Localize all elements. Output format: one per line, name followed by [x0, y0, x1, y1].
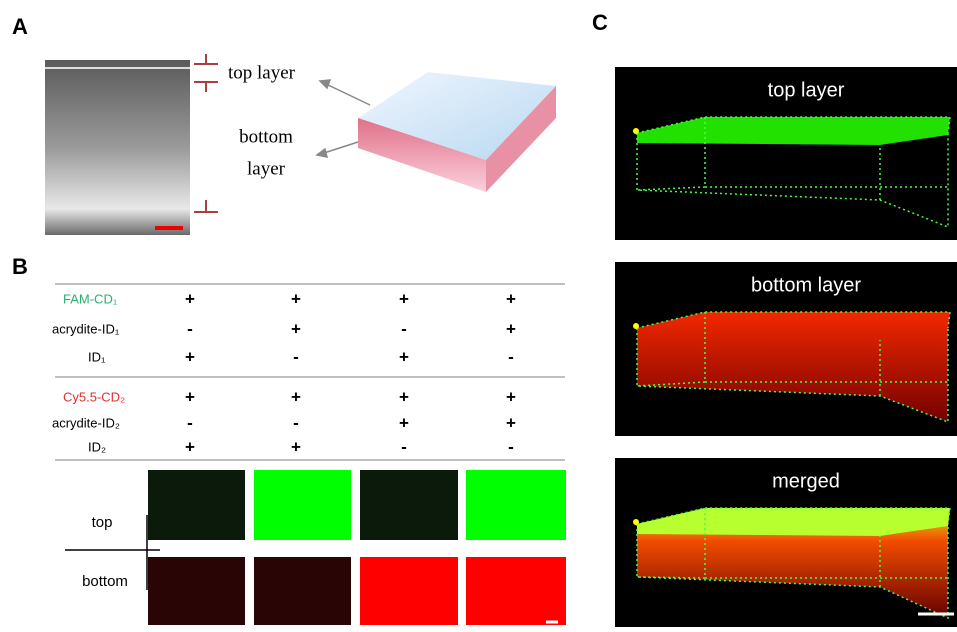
condition-name: ID₁	[88, 349, 106, 364]
condition-name: Cy5.5-CD₂	[63, 389, 125, 404]
condition-name: FAM-CD₁	[63, 291, 118, 306]
condition-mark: +	[399, 289, 409, 308]
condition-mark: +	[506, 413, 516, 432]
corner-dot	[633, 323, 639, 329]
condition-mark: +	[291, 437, 301, 456]
row-label: top	[92, 514, 113, 531]
layer-brackets	[194, 54, 218, 212]
panel-label: A	[12, 14, 28, 39]
condition-mark: -	[401, 437, 407, 456]
confocal-images: top layer bottom layer merged	[615, 67, 957, 627]
condition-name: acrydite-ID₂	[52, 415, 120, 430]
condition-mark: -	[293, 347, 299, 366]
layer-block	[358, 72, 556, 192]
condition-mark: +	[506, 289, 516, 308]
condition-mark: -	[187, 319, 193, 338]
figure: A top layer bottom layer B FAM-CD₁ + + + + ac…	[0, 0, 957, 627]
condition-mark: +	[185, 289, 195, 308]
condition-mark: +	[399, 347, 409, 366]
condition-mark: +	[399, 387, 409, 406]
top-layer-label: top layer	[228, 62, 296, 83]
corner-dot	[633, 519, 639, 525]
condition-name: acrydite-ID₁	[52, 321, 120, 336]
sem-image	[45, 60, 190, 235]
row-label: bottom	[82, 573, 128, 590]
condition-mark: +	[399, 413, 409, 432]
condition-name: ID₂	[88, 439, 106, 454]
condition-mark: -	[401, 319, 407, 338]
condition-mark: +	[291, 289, 301, 308]
table-rules	[55, 284, 565, 460]
condition-table: FAM-CD₁ + + + + acrydite-ID₁ - + - + ID₁ + - + - Cy5.5-…	[52, 289, 516, 456]
image-grid	[65, 470, 566, 625]
condition-mark: +	[291, 387, 301, 406]
condition-mark: +	[185, 347, 195, 366]
image-title: merged	[772, 470, 840, 492]
condition-mark: -	[508, 347, 514, 366]
corner-dot	[633, 128, 639, 134]
bottom-layer-label: layer	[247, 158, 286, 179]
image-title: top layer	[768, 79, 845, 101]
condition-mark: -	[293, 413, 299, 432]
image-title: bottom layer	[751, 274, 861, 296]
condition-mark: -	[508, 437, 514, 456]
condition-mark: +	[506, 387, 516, 406]
condition-mark: -	[187, 413, 193, 432]
panel-label: C	[592, 10, 608, 35]
condition-mark: +	[506, 319, 516, 338]
bottom-layer-label: bottom	[239, 126, 293, 147]
condition-mark: +	[185, 387, 195, 406]
condition-mark: +	[185, 437, 195, 456]
panel-label: B	[12, 254, 28, 279]
condition-mark: +	[291, 319, 301, 338]
